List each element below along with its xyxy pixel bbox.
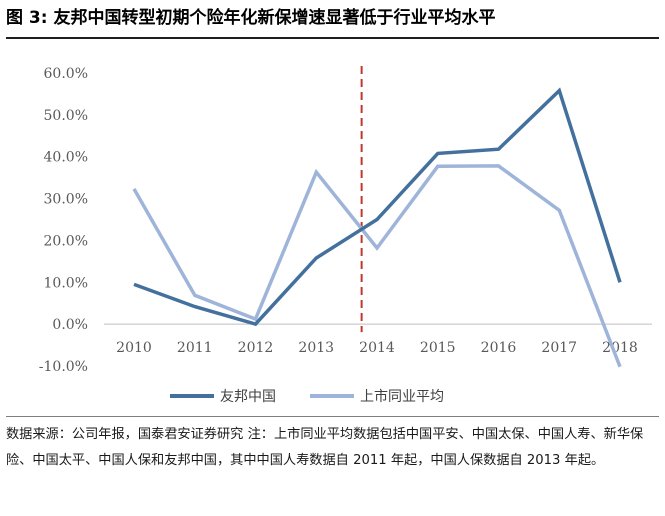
series-line-2 — [132, 164, 622, 368]
y-tick-label: 0.0% — [52, 317, 88, 333]
y-tick-label: 50.0% — [44, 108, 88, 124]
legend-label: 上市同业平均 — [360, 388, 444, 405]
y-tick-label: 20.0% — [44, 233, 88, 249]
x-axis-tick-labels: 2010 2011 2012 2013 2014 2015 2016 2017 2018 — [116, 340, 638, 356]
x-tick-label: 2014 — [359, 340, 395, 356]
y-tick-label: 40.0% — [44, 150, 88, 166]
legend-label: 友邦中国 — [220, 389, 276, 405]
y-tick-label: 10.0% — [44, 275, 88, 291]
x-tick-label: 2010 — [116, 340, 152, 356]
x-tick-label: 2016 — [481, 340, 517, 356]
x-tick-label: 2017 — [541, 340, 577, 356]
legend: 友邦中国 上市同业平均 — [170, 388, 444, 405]
line-chart: 60.0% 50.0% 40.0% 30.0% 20.0% 10.0% 0.0% -10.0%… — [39, 66, 652, 405]
x-tick-label: 2015 — [420, 340, 456, 356]
title-divider — [6, 37, 659, 39]
x-tick-label: 2012 — [238, 340, 274, 356]
x-tick-label: 2013 — [298, 340, 334, 356]
y-axis-tick-labels: 60.0% 50.0% 40.0% 30.0% 20.0% 10.0% 0.0% -10.0% — [39, 66, 88, 375]
x-tick-label: 2011 — [177, 340, 213, 356]
series-lines — [132, 87, 622, 368]
x-tick-label: 2018 — [602, 340, 638, 356]
source-divider — [6, 416, 659, 417]
y-tick-label: -10.0% — [39, 359, 88, 375]
source-note: 数据来源：公司年报，国泰君安证券研究 注：上市同业平均数据包括中国平安、中国太保… — [6, 427, 644, 468]
series-line-1 — [133, 87, 622, 327]
y-tick-label: 60.0% — [44, 66, 88, 82]
figure-title: 图 3: 友邦中国转型初期个险年化新保增速显著低于行业平均水平 — [6, 8, 496, 28]
y-tick-label: 30.0% — [44, 192, 88, 208]
